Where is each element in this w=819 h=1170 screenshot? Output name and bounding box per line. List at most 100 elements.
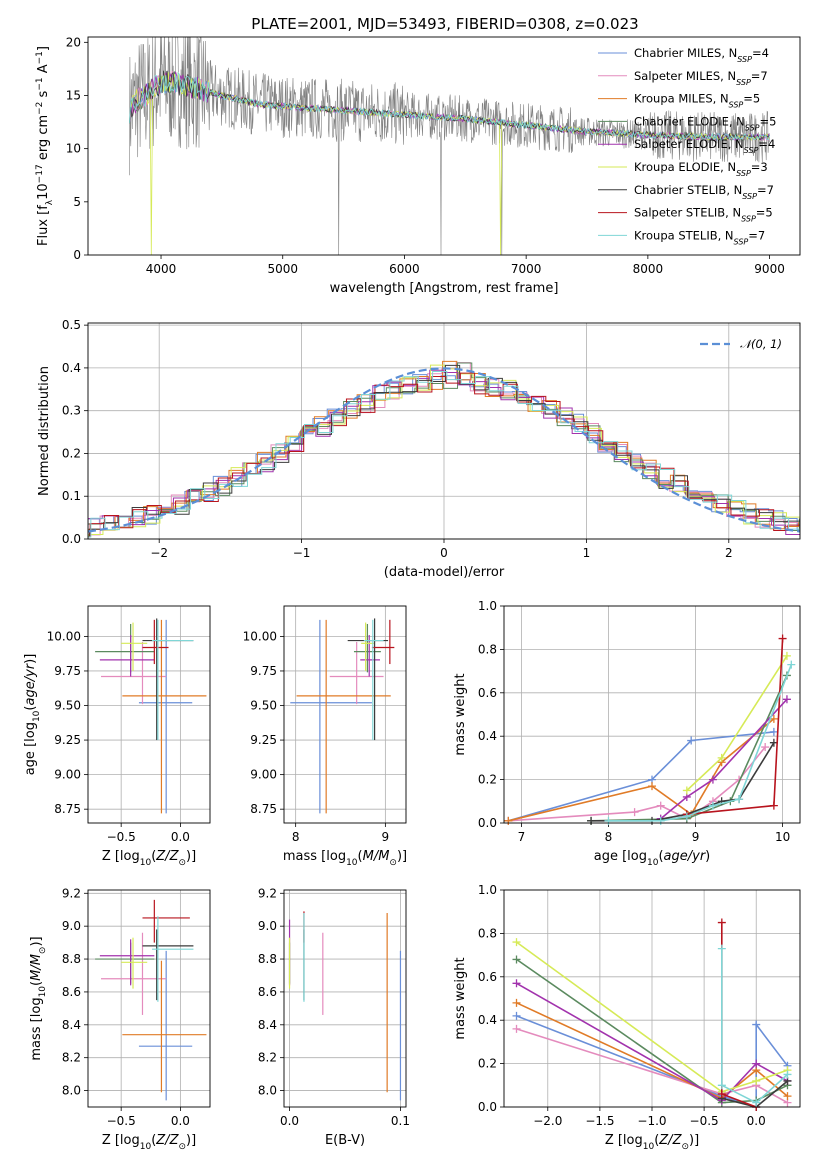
weight_vs_age-series-kroupa-miles (504, 714, 778, 825)
weight_vs_age-marker (782, 651, 791, 660)
weight_vs_age-line (508, 718, 775, 822)
weight_vs_age-ytick-label: 0.2 (478, 773, 497, 787)
weight_vs_age-marker (656, 816, 665, 825)
spectrum-legend: Chabrier MILES, NSSP=4 Salpeter MILES, NS… (598, 46, 776, 246)
age_vs_mass-point-kroupa-miles (296, 619, 391, 814)
weight_vs_age-marker (587, 816, 596, 825)
age_vs_Z-ytick-label: 8.75 (54, 802, 81, 816)
residuals-xtick-label: 0 (440, 546, 448, 560)
weight_vs_age-marker (769, 727, 778, 736)
age_vs_mass-point-chabrier-miles (290, 619, 372, 814)
age_vs_Z-ytick-label: 10.00 (47, 629, 81, 643)
residuals-ytick-label: 0.3 (62, 404, 81, 418)
mass_vs_EBV-frame (283, 889, 407, 1108)
weight_vs_age-line (686, 655, 788, 792)
mass_vs_EBV-ytick-label: 9.0 (258, 919, 277, 933)
spectrum-ytick-label: 5 (73, 195, 81, 209)
weight_vs_age-xtick-label: 9 (692, 830, 700, 844)
residuals-xtick-label: −2 (150, 546, 168, 560)
age_vs_mass-point-chabrier-elodie (353, 623, 381, 673)
weight_vs_age-marker (504, 816, 513, 825)
legend-label: Kroupa ELODIE, NSSP=3 (634, 160, 768, 178)
spectrum-model-kroupa-stelib (129, 71, 770, 141)
figure-title: PLATE=2001, MJD=53493, FIBERID=0308, z=0… (251, 15, 638, 33)
age_vs_mass-grid (284, 606, 406, 823)
residuals-grid (88, 323, 800, 540)
age_vs_mass-ytick-label: 9.50 (250, 699, 277, 713)
legend-label: Chabrier MILES, NSSP=4 (634, 46, 769, 64)
mass_vs_Z-frame (87, 889, 211, 1108)
weight_vs_age-ytick-label: 0.4 (478, 729, 497, 743)
mass_vs_Z-ytick-label: 8.4 (62, 1018, 81, 1032)
legend-label: Salpeter MILES, NSSP=7 (634, 69, 768, 87)
mass_vs_EBV-ytick-label: 8.0 (258, 1084, 277, 1098)
chart-weight_vs_age: 7 8 9 10 0.0 0.2 0.4 0.6 0.8 1.0 age [log10(age/yr… (453, 599, 801, 868)
chart-residuals: −2 −1 0 1 2 0.0 0.1 0.2 0.3 0.4 0.5 (data-model)/er… (37, 318, 801, 580)
weight_vs_Z-ytick-label: 0.6 (478, 970, 497, 984)
age_vs_Z-point-kroupa-elodie (121, 622, 148, 671)
weight_vs_Z-xtick-label: −1.0 (637, 1114, 666, 1128)
residuals-hist-chabrier-miles (88, 374, 800, 531)
mass_vs_Z-ytick-label: 9.0 (62, 919, 81, 933)
weight_vs_Z-xtick-label: 0.0 (747, 1114, 766, 1128)
spectrum-xtick-label: 6000 (389, 262, 420, 276)
spectrum-ytick-label: 20 (66, 35, 81, 49)
age_vs_mass-xlabel: mass [log10(M/M⊙)] (283, 849, 407, 868)
chart-mass_vs_EBV: 0.0 0.1 8.0 8.2 8.4 8.6 8.8 9.0 9.2 E(B-V) (258, 886, 410, 1148)
chart-age_vs_Z: −0.5 0.0 8.75 9.00 9.25 9.50 9.75 10.00 Z [log10… (23, 605, 211, 868)
weight_vs_Z-marker (752, 1098, 761, 1107)
residuals-hist-kroupa-miles (88, 360, 800, 531)
weight_vs_Z-xtick-label: −0.5 (690, 1114, 719, 1128)
age_vs_Z-point-salpeter-miles (101, 641, 167, 705)
mass_vs_Z-ytick-label: 8.2 (62, 1051, 81, 1065)
residuals-ytick-label: 0.2 (62, 446, 81, 460)
spectrum-ytick-label: 10 (66, 142, 81, 156)
age_vs_mass-frame (283, 605, 407, 824)
weight_vs_Z-marker (717, 1089, 726, 1098)
mass_vs_Z-point-kroupa-elodie (121, 937, 148, 989)
weight_vs_Z-line (516, 982, 788, 1102)
age_vs_Z-frame (87, 605, 211, 824)
weight_vs_age-marker (648, 782, 656, 791)
age_vs_Z-ytick-label: 9.50 (54, 699, 81, 713)
age_vs_Z-ytick-label: 9.75 (54, 664, 81, 678)
weight_vs_Z-xtick-label: −1.5 (585, 1114, 614, 1128)
residuals-ylabel: Normed distribution (37, 366, 52, 496)
chart-weight_vs_Z: −2.0 −1.5 −1.0 −0.5 0.0 0.0 0.2 0.4 0.6 0.8 1.0 Z [… (453, 883, 801, 1152)
weight_vs_Z-ytick-label: 1.0 (478, 883, 497, 897)
mass_vs_EBV-ytick-label: 9.2 (258, 886, 277, 900)
residuals-gaussian-line (87, 367, 801, 533)
age_vs_Z-point-chabrier-miles (138, 619, 193, 814)
age_vs_mass-point-salpeter-stelib (371, 619, 395, 665)
residuals-hist-chabrier-elodie (88, 362, 800, 532)
chart-spectrum: 4000 5000 6000 7000 8000 9000 0 5 10 15 20 waveleng… (35, 35, 801, 296)
age_vs_Z-point-chabrier-elodie (95, 623, 155, 673)
chart-mass_vs_Z: −0.5 0.0 8.0 8.2 8.4 8.6 8.8 9.0 9.2 Z [log10(Z/Z… (29, 886, 211, 1152)
weight_vs_Z-marker (717, 918, 726, 927)
mass_vs_EBV-xlabel: E(B-V) (325, 1133, 365, 1148)
mass_vs_EBV-ytick-label: 8.6 (258, 985, 277, 999)
weight_vs_age-grid (504, 605, 800, 824)
age_vs_mass-point-salpeter-elodie (360, 635, 380, 677)
residuals-ytick-label: 0.0 (62, 532, 81, 546)
chart-age_vs_mass: 8 9 8.75 9.00 9.25 9.50 9.75 10.00 mass [log10(M… (243, 605, 407, 868)
residuals-legend: 𝒩(0, 1) (700, 337, 782, 351)
residuals-frame (87, 322, 801, 540)
weight_vs_age-marker (656, 801, 665, 810)
residuals-xtick-label: −1 (293, 546, 311, 560)
weight_vs_age-xtick-label: 8 (605, 830, 613, 844)
residuals-ytick-label: 0.1 (62, 489, 81, 503)
weight_vs_age-marker (782, 695, 791, 704)
weight_vs_Z-frame (503, 889, 801, 1108)
mass_vs_EBV-xtick-label: 0.0 (280, 1114, 299, 1128)
mass_vs_Z-xtick-label: 0.0 (171, 1114, 190, 1128)
weight_vs_age-series-chabrier-elodie (587, 671, 791, 825)
weight_vs_age-marker (687, 736, 696, 745)
weight_vs_age-series-kroupa-stelib (604, 660, 796, 825)
residuals-ytick-label: 0.4 (62, 361, 81, 375)
spectrum-xtick-label: 9000 (754, 262, 785, 276)
weight_vs_age-series-kroupa-elodie (682, 651, 791, 795)
weight_vs_age-marker (682, 786, 691, 795)
weight_vs_age-marker (630, 808, 639, 817)
residuals-xlabel: (data-model)/error (384, 565, 505, 580)
